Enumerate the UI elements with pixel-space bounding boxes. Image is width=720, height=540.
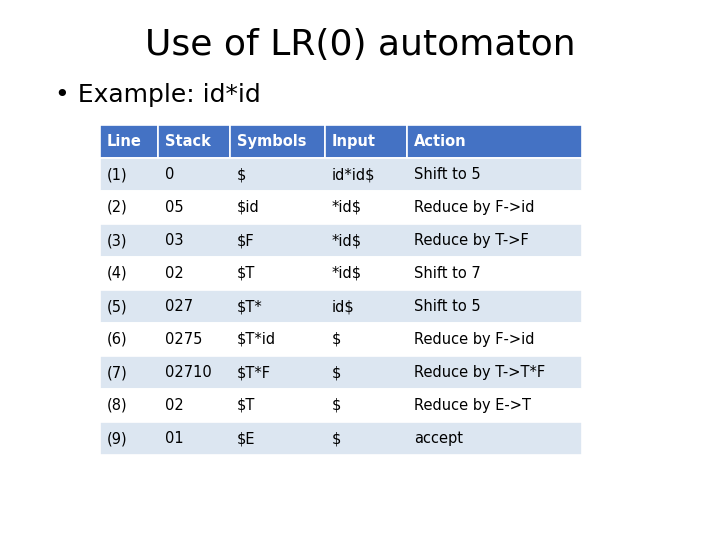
Text: (6): (6) bbox=[107, 332, 127, 347]
Text: 0275: 0275 bbox=[165, 332, 202, 347]
Bar bbox=[100, 389, 582, 422]
Text: *id$: *id$ bbox=[332, 200, 362, 215]
Text: (5): (5) bbox=[107, 299, 127, 314]
Text: $F: $F bbox=[237, 233, 255, 248]
Text: Reduce by F->id: Reduce by F->id bbox=[414, 200, 534, 215]
Bar bbox=[100, 125, 158, 158]
Text: (7): (7) bbox=[107, 365, 127, 380]
Text: 02: 02 bbox=[165, 398, 184, 413]
Bar bbox=[100, 422, 582, 455]
Text: 03: 03 bbox=[165, 233, 184, 248]
Text: Action: Action bbox=[414, 134, 467, 149]
Text: (9): (9) bbox=[107, 431, 127, 446]
Text: $: $ bbox=[332, 398, 341, 413]
Text: Reduce by T->F: Reduce by T->F bbox=[414, 233, 528, 248]
Bar bbox=[100, 290, 582, 323]
Text: accept: accept bbox=[414, 431, 463, 446]
Text: $: $ bbox=[332, 332, 341, 347]
Bar bbox=[100, 191, 582, 224]
Text: 027: 027 bbox=[165, 299, 193, 314]
Text: (2): (2) bbox=[107, 200, 127, 215]
Text: 02710: 02710 bbox=[165, 365, 212, 380]
Text: *id$: *id$ bbox=[332, 233, 362, 248]
Bar bbox=[407, 125, 582, 158]
Text: (8): (8) bbox=[107, 398, 127, 413]
Text: Reduce by E->T: Reduce by E->T bbox=[414, 398, 531, 413]
Text: $T: $T bbox=[237, 266, 256, 281]
Text: $: $ bbox=[332, 431, 341, 446]
Bar bbox=[230, 125, 325, 158]
Text: Reduce by T->T*F: Reduce by T->T*F bbox=[414, 365, 545, 380]
Text: • Example: id*id: • Example: id*id bbox=[55, 83, 261, 107]
Text: 05: 05 bbox=[165, 200, 184, 215]
Text: Use of LR(0) automaton: Use of LR(0) automaton bbox=[145, 28, 575, 62]
Text: Shift to 5: Shift to 5 bbox=[414, 299, 481, 314]
Text: Stack: Stack bbox=[165, 134, 211, 149]
Text: $id: $id bbox=[237, 200, 260, 215]
Text: id$: id$ bbox=[332, 299, 355, 314]
Bar bbox=[100, 323, 582, 356]
Text: (1): (1) bbox=[107, 167, 127, 182]
Bar bbox=[100, 158, 582, 191]
Text: *id$: *id$ bbox=[332, 266, 362, 281]
Text: Shift to 5: Shift to 5 bbox=[414, 167, 481, 182]
Text: Line: Line bbox=[107, 134, 142, 149]
Text: Reduce by F->id: Reduce by F->id bbox=[414, 332, 534, 347]
Text: $T*: $T* bbox=[237, 299, 263, 314]
Bar bbox=[325, 125, 407, 158]
Text: $T: $T bbox=[237, 398, 256, 413]
Text: $T*id: $T*id bbox=[237, 332, 276, 347]
Text: $E: $E bbox=[237, 431, 256, 446]
Text: Shift to 7: Shift to 7 bbox=[414, 266, 481, 281]
Text: id*id$: id*id$ bbox=[332, 167, 376, 182]
Bar bbox=[100, 356, 582, 389]
Text: (3): (3) bbox=[107, 233, 127, 248]
Text: (4): (4) bbox=[107, 266, 127, 281]
Bar bbox=[100, 224, 582, 257]
Text: Input: Input bbox=[332, 134, 376, 149]
Text: Symbols: Symbols bbox=[237, 134, 307, 149]
Text: $T*F: $T*F bbox=[237, 365, 271, 380]
Text: 02: 02 bbox=[165, 266, 184, 281]
Bar bbox=[100, 257, 582, 290]
Bar bbox=[158, 125, 230, 158]
Text: $: $ bbox=[237, 167, 246, 182]
Text: 0: 0 bbox=[165, 167, 174, 182]
Text: $: $ bbox=[332, 365, 341, 380]
Text: 01: 01 bbox=[165, 431, 184, 446]
